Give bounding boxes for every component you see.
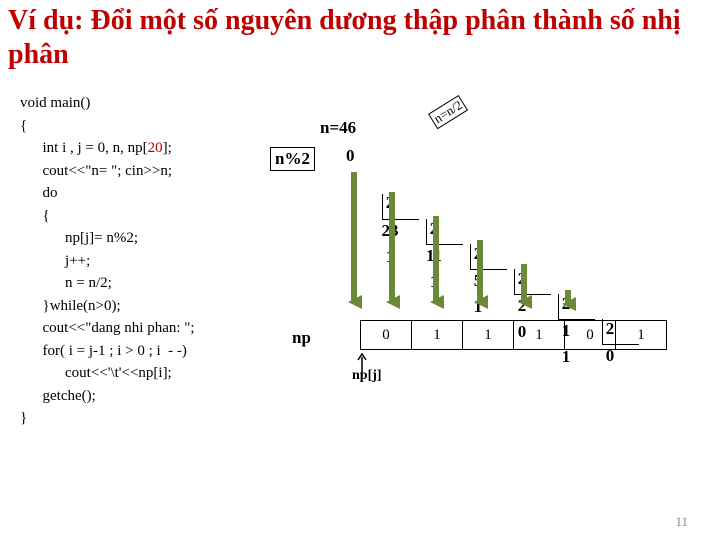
np-cell: 0 [565,321,616,350]
code-line: cout<<"n= "; cin>>n; [20,160,195,183]
np-cell: 1 [616,321,667,350]
n-equals-46: n=46 [320,118,356,138]
arrow-down-icon [516,264,532,312]
remainder-zero: 0 [346,146,355,166]
code-line: np[j]= n%2; [20,227,195,250]
np-label: np [292,328,311,348]
np-cell: 1 [412,321,463,350]
np-cell: 1 [514,321,565,350]
np-cell: 0 [361,321,412,350]
code-block: void main() { int i , j = 0, n, np[20]; … [20,92,195,430]
code-line: getche(); [20,385,195,408]
code-line: { [20,115,195,138]
code-line: int i , j = 0, n, np[20]; [20,137,195,160]
arrow-down-icon [472,240,488,312]
npj-label: np[j] [352,368,382,384]
code-line: do [20,182,195,205]
slide-title: Ví dụ: Đổi một số nguyên dương thập phân… [0,0,720,79]
arrow-down-icon [560,290,576,314]
code-line: } [20,407,195,430]
np-array-table: 0 1 1 1 0 1 [360,320,667,350]
code-line: cout<<"dang nhi phan: "; [20,317,195,340]
code-line: j++; [20,250,195,273]
n-over-2-box: n=n/2 [428,95,468,130]
page-number: 11 [675,514,688,530]
arrow-down-icon [346,172,362,312]
code-line: { [20,205,195,228]
arrow-down-icon [428,216,444,312]
arrow-down-icon [384,192,400,312]
code-line: cout<<'\t'<<np[i]; [20,362,195,385]
code-line: n = n/2; [20,272,195,295]
n-mod-2-box: n%2 [270,147,315,171]
code-line: for( i = j-1 ; i > 0 ; i - -) [20,340,195,363]
code-line: }while(n>0); [20,295,195,318]
np-cell: 1 [463,321,514,350]
code-line: void main() [20,92,195,115]
